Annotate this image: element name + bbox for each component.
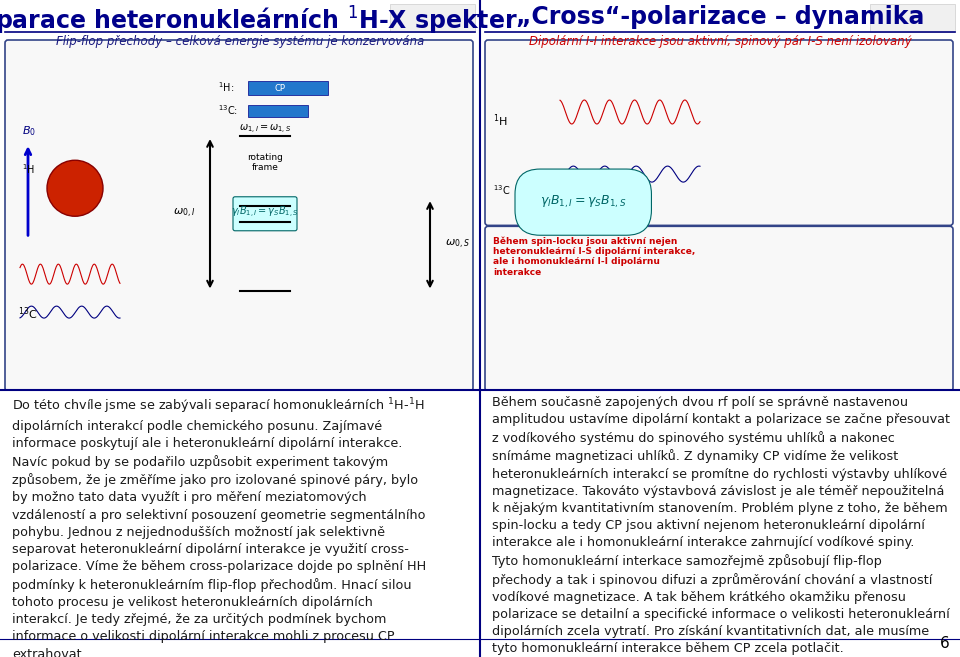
Text: $B_0$: $B_0$ [22,124,36,138]
Text: $\gamma_I B_{1,I} = \gamma_S B_{1,S}$: $\gamma_I B_{1,I} = \gamma_S B_{1,S}$ [540,194,627,210]
Text: $\omega_{0,S}$: $\omega_{0,S}$ [445,238,470,252]
Text: $^{13}$C: $^{13}$C [493,183,511,197]
Text: $^{13}$C:: $^{13}$C: [218,103,238,117]
Text: $^1$H:: $^1$H: [218,80,234,94]
FancyBboxPatch shape [5,40,473,391]
FancyBboxPatch shape [485,226,953,391]
Text: $^1$H: $^1$H [493,112,508,129]
Text: CP: CP [275,83,285,93]
Text: Během spin-locku jsou aktivní nejen
heteronukleární I-S dipolární interakce,
ale: Během spin-locku jsou aktivní nejen hete… [493,237,695,277]
Text: Separace heteronukleárních $^1$H-X spekter: Separace heteronukleárních $^1$H-X spekt… [0,5,518,37]
Bar [390,4,475,32]
Text: $\omega_{1,I} = \omega_{1,S}$: $\omega_{1,I} = \omega_{1,S}$ [239,123,291,136]
Text: rotating
frame: rotating frame [247,153,283,172]
Bar [480,0,960,390]
Bar [0,0,480,390]
Text: $^1$H: $^1$H [22,162,36,176]
Text: $^{13}$C: $^{13}$C [18,306,37,323]
FancyBboxPatch shape [485,40,953,225]
Text: Do této chvíle jsme se zabývali separací homonukleárních $^1$H-$^1$H
dipolárních: Do této chvíle jsme se zabývali separací… [12,396,426,657]
Text: $\omega_{0,I}$: $\omega_{0,I}$ [173,207,195,220]
Text: $\gamma_I B_{1,I} = \gamma_S B_{1,S}$: $\gamma_I B_{1,I} = \gamma_S B_{1,S}$ [231,204,299,219]
Text: Dipolární I-I interakce jsou aktivní, spinový pár I-S není izolovaný: Dipolární I-I interakce jsou aktivní, sp… [529,35,911,48]
Text: 6: 6 [940,636,950,651]
Bar [248,105,308,117]
Bar [0,390,960,657]
Text: „Cross“-polarizace – dynamika: „Cross“-polarizace – dynamika [516,5,924,29]
Bar [248,81,328,95]
Text: Flip-flop přechody – celková energie systému je konzervována: Flip-flop přechody – celková energie sys… [56,35,424,48]
Text: Během současně zapojených dvou rf polí se správně nastavenou
amplitudou ustavíme: Během současně zapojených dvou rf polí s… [492,396,950,655]
Circle shape [47,160,103,216]
Bar [870,4,955,32]
FancyBboxPatch shape [233,197,297,231]
